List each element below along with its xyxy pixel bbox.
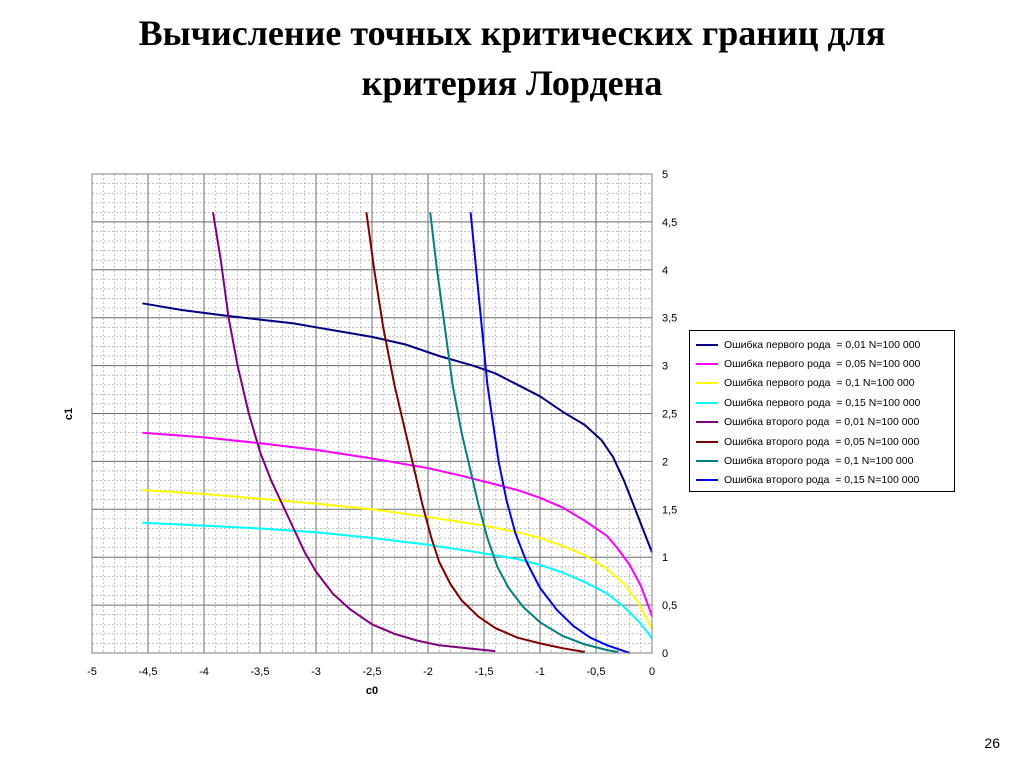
x-tick-label: -3,5 xyxy=(251,666,270,678)
legend-label: Ошибка второго рода = 0,05 N=100 000 xyxy=(724,435,920,448)
series-line-5 xyxy=(212,212,496,653)
legend-item-7: Ошибка второго рода = 0,1 N=100 000 xyxy=(696,451,954,470)
slide-title: Вычисление точных критических границ для… xyxy=(0,8,1024,108)
y-tick-label: 4,5 xyxy=(662,217,677,229)
series-line-4 xyxy=(142,521,653,640)
series-layer xyxy=(142,212,653,654)
legend-label: Ошибка первого рода = 0,15 N=100 000 xyxy=(724,396,921,409)
legend-item-1: Ошибка первого рода = 0,01 N=100 000 xyxy=(696,335,954,354)
slide-title-line-2: критерия Лордена xyxy=(361,63,663,103)
legend-swatch xyxy=(696,479,718,482)
x-tick-label: -0,5 xyxy=(587,666,606,678)
series-line-8 xyxy=(469,212,630,654)
legend-label: Ошибка второго рода = 0,1 N=100 000 xyxy=(724,455,914,468)
series-line-2 xyxy=(142,431,653,617)
legend-item-6: Ошибка второго рода = 0,05 N=100 000 xyxy=(696,432,954,451)
y-tick-label: 0,5 xyxy=(662,600,677,612)
y-tick-label: 5 xyxy=(662,169,668,181)
series-line-6 xyxy=(365,212,585,653)
y-tick-label: 2,5 xyxy=(662,409,677,421)
slide-title-line-1: Вычисление точных критических границ для xyxy=(138,13,886,53)
x-tick-label: 0 xyxy=(649,666,655,678)
legend-item-3: Ошибка первого рода = 0,1 N=100 000 xyxy=(696,374,954,393)
legend-item-5: Ошибка второго рода = 0,01 N=100 000 xyxy=(696,413,954,432)
legend-swatch xyxy=(696,382,718,385)
x-tick-label: -3 xyxy=(311,666,321,678)
y-tick-label: 4 xyxy=(662,265,668,277)
series-line-7 xyxy=(429,212,619,653)
plot-border xyxy=(91,173,653,654)
y-tick-label: 0 xyxy=(662,648,668,660)
legend-swatch xyxy=(696,343,718,346)
legend-label: Ошибка первого рода = 0,1 N=100 000 xyxy=(724,377,915,390)
legend-swatch xyxy=(696,421,718,424)
x-tick-label: -1 xyxy=(535,666,545,678)
series-line-1 xyxy=(142,302,653,553)
y-tick-label: 3 xyxy=(662,361,668,373)
legend-swatch xyxy=(696,440,718,443)
x-tick-label: -2,5 xyxy=(363,666,382,678)
legend-swatch xyxy=(696,460,718,463)
legend-label: Ошибка первого рода = 0,01 N=100 000 xyxy=(724,338,921,351)
legend-item-4: Ошибка первого рода = 0,15 N=100 000 xyxy=(696,393,954,412)
legend-label: Ошибка первого рода = 0,05 N=100 000 xyxy=(724,358,921,371)
legend-label: Ошибка второго рода = 0,01 N=100 000 xyxy=(724,416,920,429)
legend-label: Ошибка второго рода = 0,15 N=100 000 xyxy=(724,474,920,487)
y-tick-labels: 0 0,5 1 1,5 2 2,5 3 3,5 4 4,5 5 xyxy=(662,169,677,660)
y-tick-label: 3,5 xyxy=(662,313,677,325)
x-tick-label: -4,5 xyxy=(139,666,158,678)
page-number: 26 xyxy=(984,735,1000,751)
x-tick-label: -1,5 xyxy=(475,666,494,678)
x-tick-label: -4 xyxy=(199,666,209,678)
x-axis-title: c0 xyxy=(366,685,378,697)
y-tick-label: 1 xyxy=(662,552,668,564)
x-tick-labels: -5 -4,5 -4 -3,5 -3 -2,5 -2 -1,5 -1 -0,5 0 xyxy=(87,666,655,678)
legend-swatch xyxy=(696,401,718,404)
series-line-3 xyxy=(142,489,653,630)
legend: Ошибка первого рода = 0,01 N=100 000 Ошиб… xyxy=(689,330,955,492)
y-tick-label: 1,5 xyxy=(662,504,677,516)
legend-item-2: Ошибка первого рода = 0,05 N=100 000 xyxy=(696,354,954,373)
x-tick-label: -5 xyxy=(87,666,97,678)
legend-swatch xyxy=(696,363,718,366)
x-tick-label: -2 xyxy=(423,666,433,678)
y-tick-label: 2 xyxy=(662,456,668,468)
y-axis-title: c1 xyxy=(63,408,75,420)
legend-item-8: Ошибка второго рода = 0,15 N=100 000 xyxy=(696,471,954,490)
